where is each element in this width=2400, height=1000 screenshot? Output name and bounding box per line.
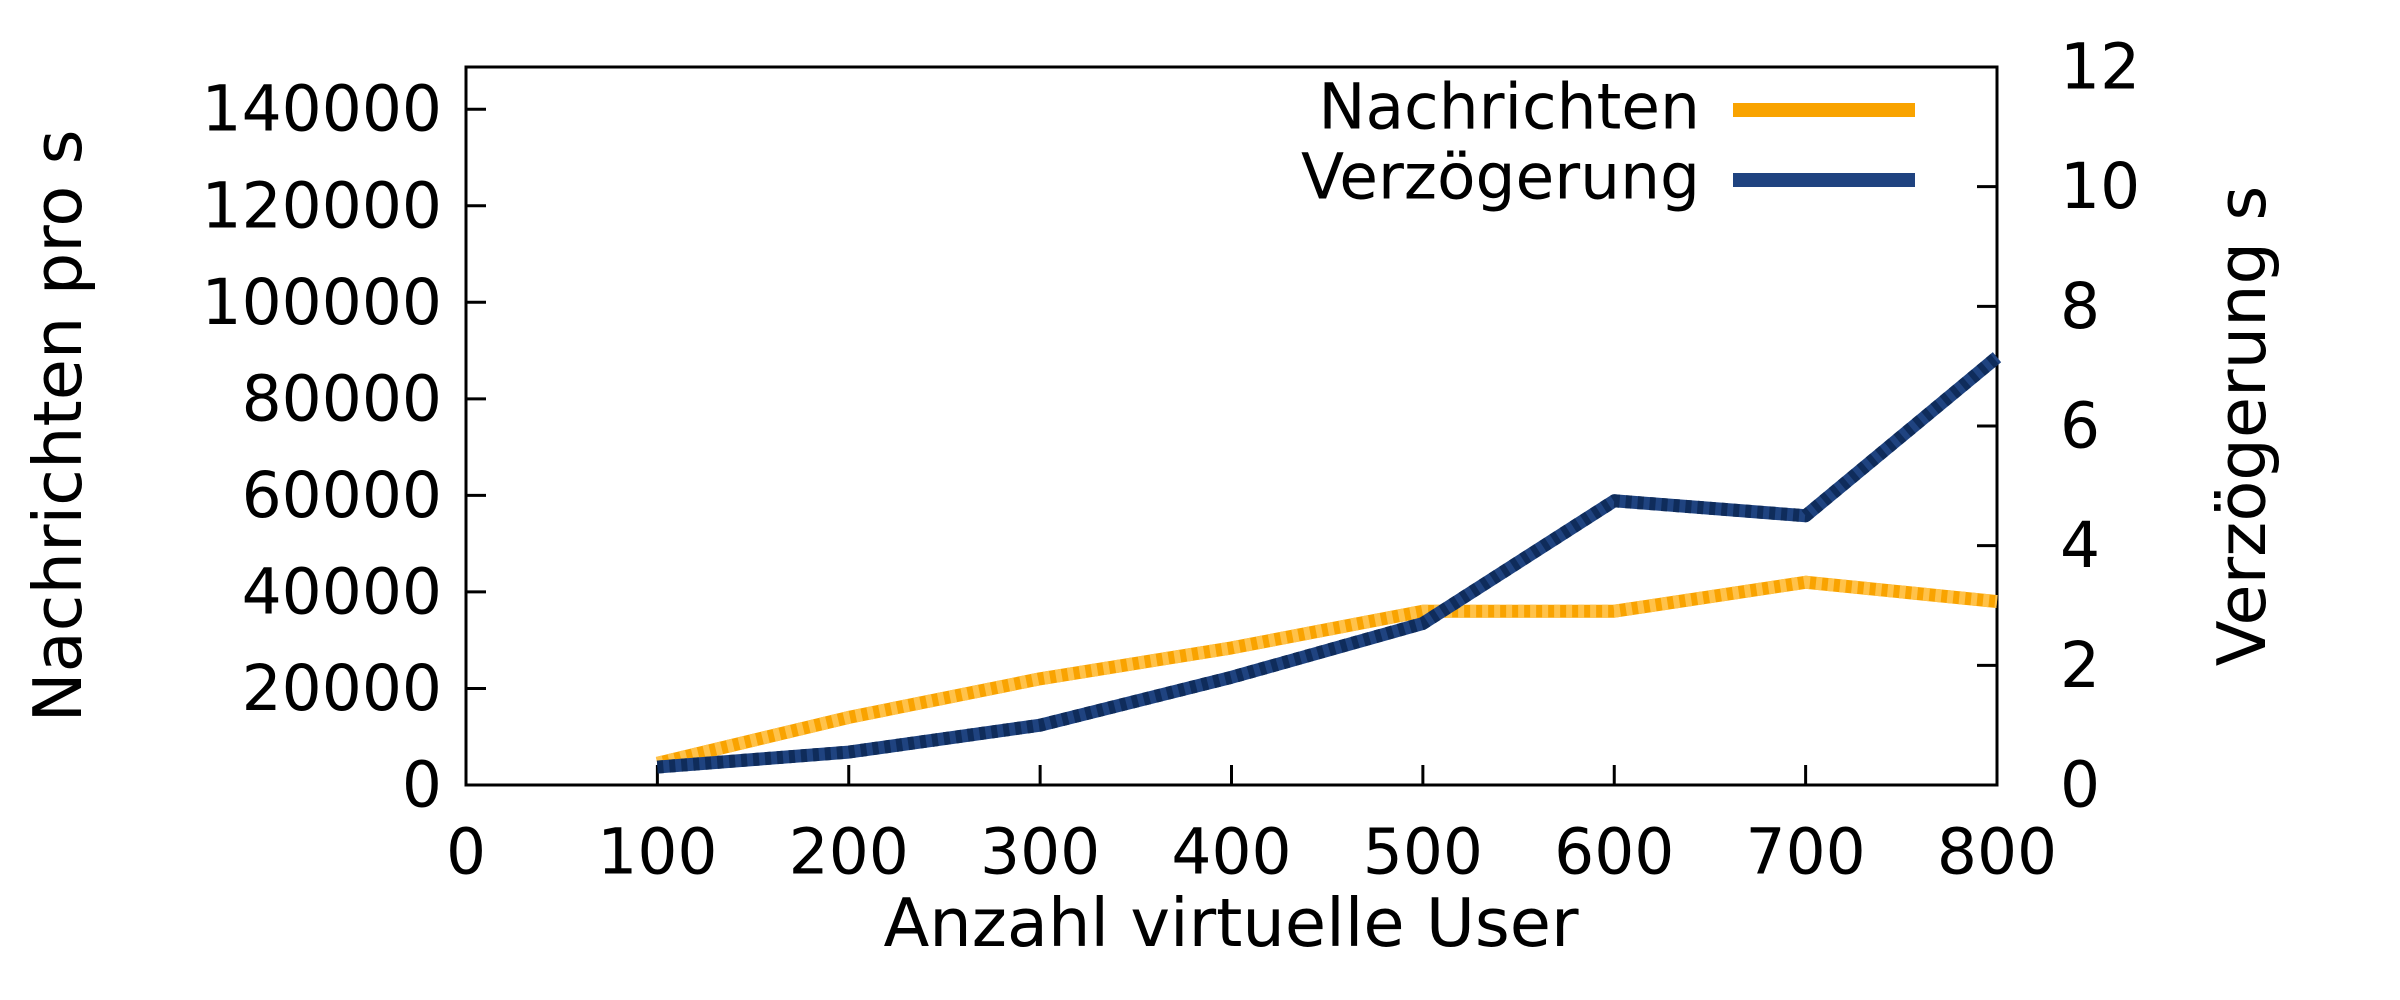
series-line-nachrichten xyxy=(655,575,1998,770)
legend-label-nachrichten: Nachrichten xyxy=(1318,71,1700,144)
x-axis-tick-label: 700 xyxy=(1746,816,1866,889)
x-axis-tick-label: 200 xyxy=(789,816,909,889)
y-right-tick-label: 10 xyxy=(2060,150,2140,223)
y-right-tick-label: 8 xyxy=(2060,270,2100,343)
y-left-tick-label: 120000 xyxy=(202,169,443,242)
x-axis-label: Anzahl virtuelle User xyxy=(883,884,1579,962)
x-axis-tick-label: 300 xyxy=(980,816,1100,889)
y-left-tick-label: 20000 xyxy=(242,652,442,725)
y-left-tick-label: 0 xyxy=(402,749,442,822)
y-right-axis-label: Verzögerung s xyxy=(2203,186,2281,667)
series-line-verzoegerung xyxy=(656,352,2002,774)
y-left-axis-label: Nachrichten pro s xyxy=(19,130,97,723)
plot-frame xyxy=(464,65,1999,787)
x-axis-tick-label: 0 xyxy=(446,816,486,889)
y-left-tick-label: 80000 xyxy=(242,362,442,435)
y-right-tick-label: 4 xyxy=(2060,509,2100,582)
y-left-tick-label: 140000 xyxy=(202,73,443,146)
y-left-tick-label: 40000 xyxy=(242,555,442,628)
series-line-stripes-nachrichten xyxy=(655,575,1998,770)
y-left-tick-label: 100000 xyxy=(202,266,443,339)
legend: Nachrichten Verzögerung xyxy=(1301,71,1915,214)
plot-area: 0 100 200 300 400 500 600 700 800020000400006000… xyxy=(202,31,2141,889)
y-left-tick-label: 60000 xyxy=(242,459,442,532)
x-axis-tick-label: 500 xyxy=(1363,816,1483,889)
y-right-tick-label: 6 xyxy=(2060,390,2100,463)
series-line-stripes-verzoegerung xyxy=(656,352,2002,774)
legend-label-verzoegerung: Verzögerung xyxy=(1301,141,1700,214)
y-right-tick-label: 0 xyxy=(2060,749,2100,822)
x-axis-tick-label: 400 xyxy=(1171,816,1291,889)
y-right-tick-label: 12 xyxy=(2060,31,2140,104)
x-axis-tick-label: 800 xyxy=(1937,816,2057,889)
y-right-tick-label: 2 xyxy=(2060,629,2100,702)
x-axis-tick-label: 600 xyxy=(1554,816,1674,889)
x-axis-tick-label: 100 xyxy=(597,816,717,889)
